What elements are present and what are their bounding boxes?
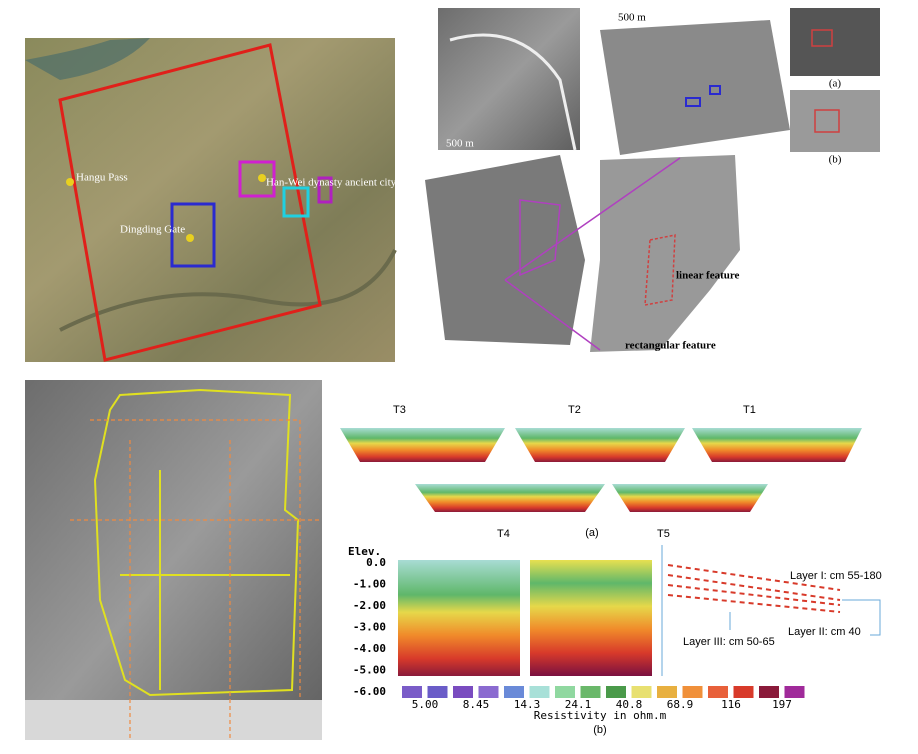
colorbar-label: 197 — [772, 698, 792, 711]
wall-trace — [120, 470, 290, 690]
colorbar-swatch — [759, 686, 779, 698]
place-label: Dingding Gate — [120, 224, 185, 236]
colorbar-label: 8.45 — [463, 698, 490, 711]
section-label: T1 — [743, 404, 756, 416]
sar-image — [425, 155, 585, 345]
y-tick-label: 0.0 — [366, 556, 386, 569]
layer-label: Layer II: cm 40 — [788, 626, 861, 638]
colorbar-swatch — [580, 686, 601, 698]
caption: (b) — [593, 724, 606, 736]
aerial-image — [25, 380, 322, 740]
layer-label: Layer III: cm 50-65 — [683, 636, 775, 648]
blue-box — [685, 97, 701, 107]
y-tick-label: -4.00 — [353, 642, 386, 655]
red-box — [811, 29, 833, 47]
place-label: Hangu Pass — [76, 172, 128, 184]
cyan-box — [282, 186, 310, 218]
colorbar-swatch — [606, 686, 626, 698]
colorbar-swatch — [427, 686, 448, 698]
pin — [66, 178, 74, 186]
inset-image — [790, 90, 880, 152]
magenta-outline — [519, 199, 561, 277]
colorbar-title: Resistivity in ohm.m — [534, 709, 667, 722]
colorbar-swatch — [657, 686, 677, 698]
sar-image — [600, 20, 790, 155]
feature-label: linear feature — [676, 270, 740, 282]
colorbar-swatch — [682, 686, 703, 698]
profile — [692, 428, 862, 462]
colorbar-label: 68.9 — [667, 698, 694, 711]
section-label: T3 — [393, 404, 406, 416]
scale-label: 500 m — [618, 12, 646, 24]
road-trace — [70, 419, 320, 740]
colorbar-label: 14.3 — [514, 698, 541, 711]
inset-label: (a) — [829, 78, 842, 90]
feature-label: rectangular feature — [625, 340, 716, 352]
pin — [258, 174, 266, 182]
y-tick-label: -2.00 — [353, 599, 386, 612]
colorbar-swatch — [708, 686, 728, 698]
layer-label: Layer I: cm 55-180 — [790, 570, 882, 582]
satellite-map: Hangu Pass Han-Wei dynasty ancient city … — [25, 38, 397, 362]
colorbar-swatch — [529, 686, 550, 698]
blue-box — [170, 202, 216, 268]
magenta-box — [238, 160, 276, 198]
riverbed — [25, 700, 322, 740]
map-image — [25, 38, 395, 362]
pointer — [842, 599, 881, 636]
purple-box — [317, 176, 333, 204]
profile — [340, 428, 505, 462]
linear-trace — [449, 33, 577, 151]
colorbar-swatch — [555, 686, 575, 698]
axis-title: Elev. — [348, 545, 381, 558]
colorbar-label: 24.1 — [565, 698, 592, 711]
y-tick-label: -3.00 — [353, 621, 386, 634]
red-box — [814, 109, 840, 133]
profile-detail — [398, 560, 520, 676]
section-label: T2 — [568, 404, 581, 416]
section-label: T4 — [497, 528, 510, 540]
section-label: T5 — [657, 528, 670, 540]
connector — [504, 279, 601, 351]
inset-image — [790, 8, 880, 76]
colorbar-swatch — [733, 686, 754, 698]
colorbar-swatch — [453, 686, 473, 698]
wall-trace — [93, 388, 300, 697]
colorbar-swatch — [402, 686, 422, 698]
connector — [504, 157, 681, 281]
y-tick-label: -1.00 — [353, 578, 386, 591]
inset-label: (b) — [829, 154, 842, 166]
y-tick-label: -5.00 — [353, 664, 386, 677]
colorbar-label: 40.8 — [616, 698, 643, 711]
valley — [59, 249, 397, 332]
profile — [612, 484, 768, 512]
study-area — [58, 43, 322, 362]
sar-composite: 500 m 500 m (a) (b) linear feature recta… — [425, 8, 880, 352]
colorbar-swatch — [784, 686, 805, 698]
colorbar-swatch — [504, 686, 524, 698]
colorbar-swatch — [631, 686, 652, 698]
profile — [515, 428, 685, 462]
river — [25, 38, 150, 80]
y-tick-label: -6.00 — [353, 685, 386, 698]
aerial-photo — [25, 380, 322, 740]
caption: (a) — [585, 527, 598, 539]
sar-image — [590, 155, 740, 352]
profile — [415, 484, 605, 512]
pin — [186, 234, 194, 242]
sar-image — [438, 8, 580, 150]
resistivity-profiles: T3 T2 T1 (a) T4 T5 Elev. 0.0 -1.00 -2.00 -3… — [340, 404, 882, 736]
colorbar-label: 116 — [721, 698, 741, 711]
place-label: Han-Wei dynasty ancient city — [266, 177, 397, 189]
blue-box — [709, 85, 721, 95]
colorbar-swatch — [478, 686, 499, 698]
red-outline — [644, 234, 676, 306]
profile-detail — [530, 560, 652, 676]
scale-label: 500 m — [446, 138, 474, 150]
colorbar-label: 5.00 — [412, 698, 439, 711]
